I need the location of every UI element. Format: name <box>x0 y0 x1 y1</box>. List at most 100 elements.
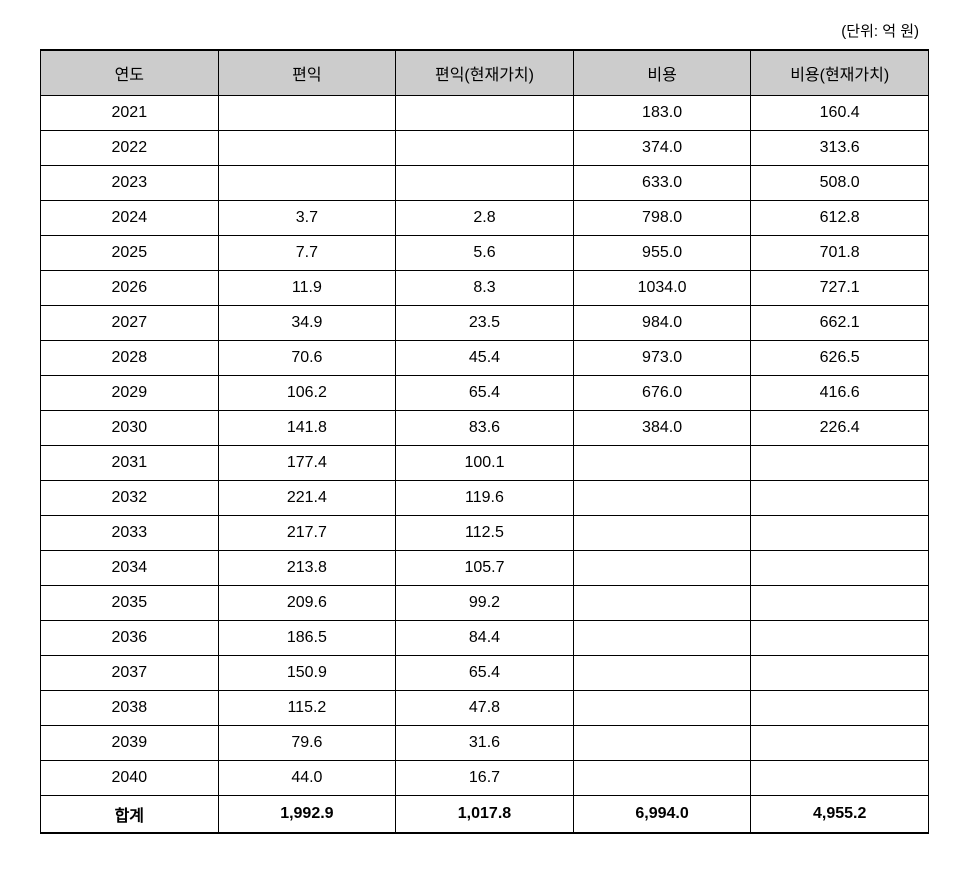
table-cell: 701.8 <box>751 236 929 271</box>
table-cell: 106.2 <box>218 376 396 411</box>
table-cell: 177.4 <box>218 446 396 481</box>
table-cell: 2022 <box>41 131 219 166</box>
table-row: 203979.631.6 <box>41 726 929 761</box>
table-cell: 313.6 <box>751 131 929 166</box>
table-cell: 217.7 <box>218 516 396 551</box>
table-cell <box>573 516 751 551</box>
table-cell: 508.0 <box>751 166 929 201</box>
table-row: 2030141.883.6384.0226.4 <box>41 411 929 446</box>
table-cell: 2024 <box>41 201 219 236</box>
table-cell <box>573 761 751 796</box>
table-cell: 2037 <box>41 656 219 691</box>
table-row: 2035209.699.2 <box>41 586 929 621</box>
table-cell: 150.9 <box>218 656 396 691</box>
table-cell: 160.4 <box>751 96 929 131</box>
col-header-cost: 비용 <box>573 50 751 96</box>
table-cell <box>218 96 396 131</box>
header-row: 연도 편익 편익(현재가치) 비용 비용(현재가치) <box>41 50 929 96</box>
table-row: 20257.75.6955.0701.8 <box>41 236 929 271</box>
total-cell: 1,992.9 <box>218 796 396 834</box>
table-cell: 70.6 <box>218 341 396 376</box>
table-cell: 112.5 <box>396 516 574 551</box>
table-cell <box>573 446 751 481</box>
col-header-benefit-pv: 편익(현재가치) <box>396 50 574 96</box>
table-cell: 612.8 <box>751 201 929 236</box>
col-header-cost-pv: 비용(현재가치) <box>751 50 929 96</box>
table-cell: 16.7 <box>396 761 574 796</box>
table-cell: 226.4 <box>751 411 929 446</box>
table-cell: 119.6 <box>396 481 574 516</box>
table-cell: 633.0 <box>573 166 751 201</box>
table-cell <box>573 481 751 516</box>
table-cell <box>573 726 751 761</box>
table-cell: 221.4 <box>218 481 396 516</box>
table-cell <box>573 621 751 656</box>
data-table: 연도 편익 편익(현재가치) 비용 비용(현재가치) 2021183.0160.… <box>40 49 929 834</box>
table-cell: 2035 <box>41 586 219 621</box>
table-cell: 5.6 <box>396 236 574 271</box>
table-cell: 65.4 <box>396 376 574 411</box>
table-row: 20243.72.8798.0612.8 <box>41 201 929 236</box>
table-cell <box>751 481 929 516</box>
table-cell: 1034.0 <box>573 271 751 306</box>
table-cell: 44.0 <box>218 761 396 796</box>
table-header: 연도 편익 편익(현재가치) 비용 비용(현재가치) <box>41 50 929 96</box>
table-cell: 100.1 <box>396 446 574 481</box>
table-cell: 2.8 <box>396 201 574 236</box>
table-row: 2031177.4100.1 <box>41 446 929 481</box>
table-cell: 2038 <box>41 691 219 726</box>
table-cell: 105.7 <box>396 551 574 586</box>
table-cell: 23.5 <box>396 306 574 341</box>
table-cell: 79.6 <box>218 726 396 761</box>
table-cell: 2027 <box>41 306 219 341</box>
table-cell: 662.1 <box>751 306 929 341</box>
table-row: 2038115.247.8 <box>41 691 929 726</box>
total-row: 합계1,992.91,017.86,994.04,955.2 <box>41 796 929 834</box>
table-row: 2022374.0313.6 <box>41 131 929 166</box>
table-cell <box>751 551 929 586</box>
table-cell <box>751 656 929 691</box>
table-cell <box>751 726 929 761</box>
table-row: 2032221.4119.6 <box>41 481 929 516</box>
total-cell: 4,955.2 <box>751 796 929 834</box>
table-cell: 213.8 <box>218 551 396 586</box>
table-cell: 984.0 <box>573 306 751 341</box>
table-cell: 141.8 <box>218 411 396 446</box>
table-cell: 676.0 <box>573 376 751 411</box>
col-header-year: 연도 <box>41 50 219 96</box>
table-cell <box>751 516 929 551</box>
table-cell: 2033 <box>41 516 219 551</box>
table-cell: 186.5 <box>218 621 396 656</box>
table-cell: 2026 <box>41 271 219 306</box>
table-cell: 384.0 <box>573 411 751 446</box>
table-row: 2036186.584.4 <box>41 621 929 656</box>
table-cell: 31.6 <box>396 726 574 761</box>
table-cell <box>751 691 929 726</box>
table-row: 2033217.7112.5 <box>41 516 929 551</box>
table-cell: 2036 <box>41 621 219 656</box>
table-cell: 209.6 <box>218 586 396 621</box>
table-cell <box>751 446 929 481</box>
table-cell: 115.2 <box>218 691 396 726</box>
table-cell <box>218 166 396 201</box>
table-cell: 2031 <box>41 446 219 481</box>
table-row: 202870.645.4973.0626.5 <box>41 341 929 376</box>
table-cell: 65.4 <box>396 656 574 691</box>
table-cell: 99.2 <box>396 586 574 621</box>
col-header-benefit: 편익 <box>218 50 396 96</box>
table-cell: 727.1 <box>751 271 929 306</box>
table-cell: 8.3 <box>396 271 574 306</box>
table-row: 2034213.8105.7 <box>41 551 929 586</box>
table-cell: 11.9 <box>218 271 396 306</box>
table-cell <box>751 586 929 621</box>
table-cell: 3.7 <box>218 201 396 236</box>
table-cell: 2030 <box>41 411 219 446</box>
table-row: 2029106.265.4676.0416.6 <box>41 376 929 411</box>
table-row: 202611.98.31034.0727.1 <box>41 271 929 306</box>
table-cell: 2032 <box>41 481 219 516</box>
table-cell: 416.6 <box>751 376 929 411</box>
table-cell <box>573 656 751 691</box>
table-cell: 2021 <box>41 96 219 131</box>
table-cell: 2040 <box>41 761 219 796</box>
table-cell: 47.8 <box>396 691 574 726</box>
